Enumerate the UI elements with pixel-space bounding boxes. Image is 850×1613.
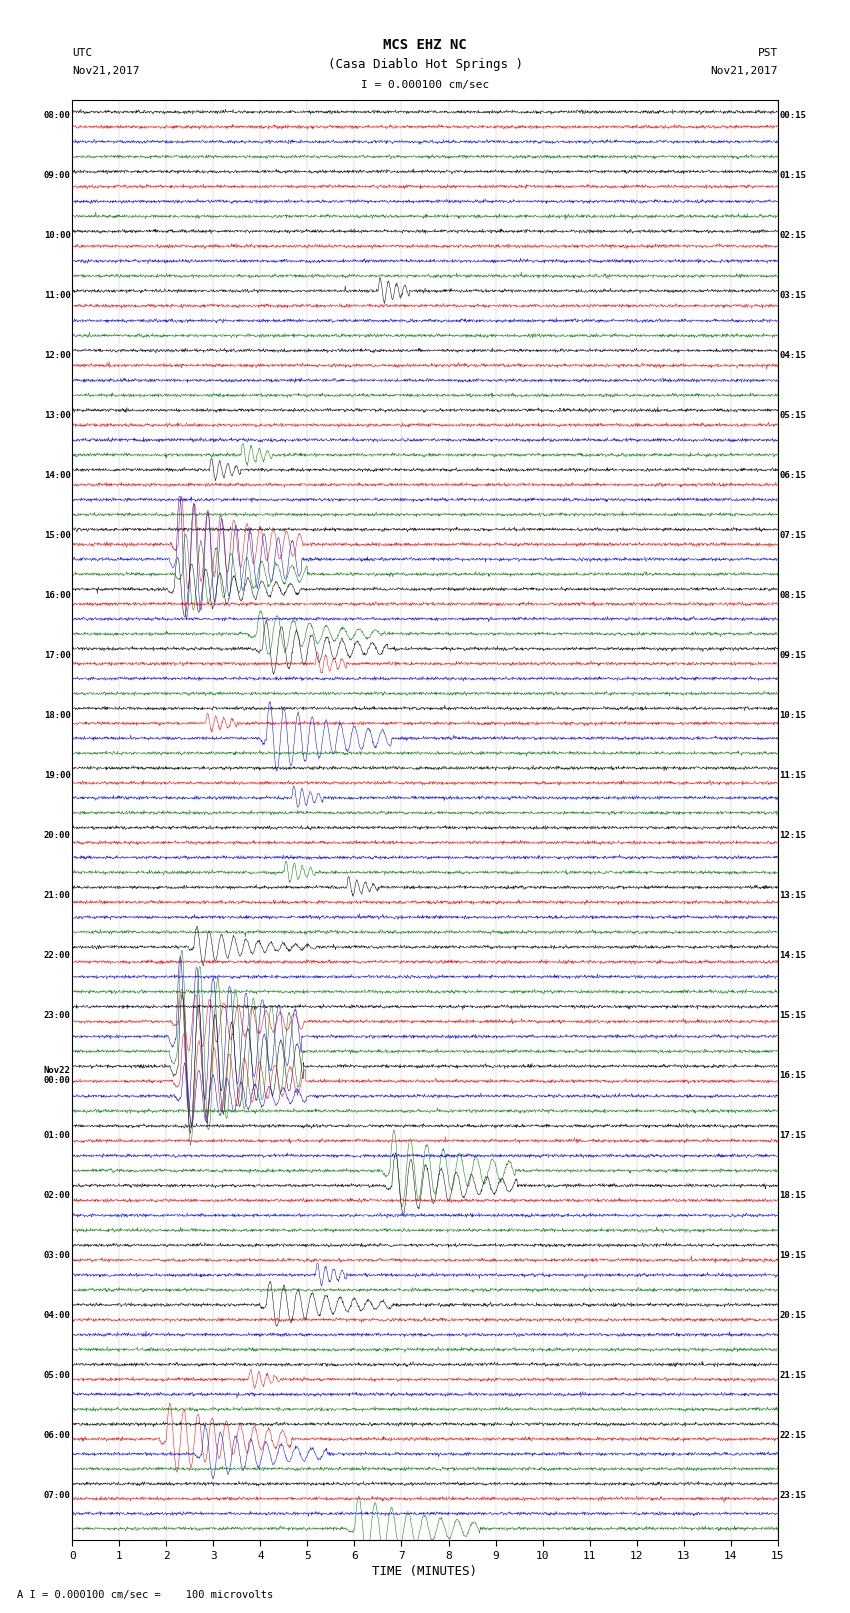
Text: 18:15: 18:15 xyxy=(779,1190,806,1200)
Text: 07:00: 07:00 xyxy=(44,1490,71,1500)
Text: 18:00: 18:00 xyxy=(44,711,71,719)
Text: 14:00: 14:00 xyxy=(44,471,71,479)
Text: 19:15: 19:15 xyxy=(779,1250,806,1260)
Text: PST: PST xyxy=(757,48,778,58)
Text: A I = 0.000100 cm/sec =    100 microvolts: A I = 0.000100 cm/sec = 100 microvolts xyxy=(17,1590,273,1600)
Text: 17:15: 17:15 xyxy=(779,1131,806,1140)
Text: Nov22
00:00: Nov22 00:00 xyxy=(44,1066,71,1086)
Text: 06:15: 06:15 xyxy=(779,471,806,479)
Text: 03:15: 03:15 xyxy=(779,290,806,300)
Text: 13:00: 13:00 xyxy=(44,411,71,419)
Text: 10:00: 10:00 xyxy=(44,231,71,240)
Text: 05:15: 05:15 xyxy=(779,411,806,419)
Text: 08:00: 08:00 xyxy=(44,111,71,119)
Text: 01:15: 01:15 xyxy=(779,171,806,179)
Text: 20:15: 20:15 xyxy=(779,1311,806,1319)
Text: Nov21,2017: Nov21,2017 xyxy=(711,66,778,76)
Text: 09:15: 09:15 xyxy=(779,650,806,660)
Text: 02:15: 02:15 xyxy=(779,231,806,240)
Text: 12:00: 12:00 xyxy=(44,350,71,360)
Text: 03:00: 03:00 xyxy=(44,1250,71,1260)
Text: 05:00: 05:00 xyxy=(44,1371,71,1379)
Text: 14:15: 14:15 xyxy=(779,950,806,960)
Text: 20:00: 20:00 xyxy=(44,831,71,840)
Text: 07:15: 07:15 xyxy=(779,531,806,540)
Text: 01:00: 01:00 xyxy=(44,1131,71,1140)
Text: 10:15: 10:15 xyxy=(779,711,806,719)
Text: UTC: UTC xyxy=(72,48,93,58)
Text: 21:00: 21:00 xyxy=(44,890,71,900)
Text: 13:15: 13:15 xyxy=(779,890,806,900)
Text: MCS EHZ NC: MCS EHZ NC xyxy=(383,37,467,52)
Text: 02:00: 02:00 xyxy=(44,1190,71,1200)
Text: 04:15: 04:15 xyxy=(779,350,806,360)
Text: 17:00: 17:00 xyxy=(44,650,71,660)
Text: (Casa Diablo Hot Springs ): (Casa Diablo Hot Springs ) xyxy=(327,58,523,71)
Text: 22:00: 22:00 xyxy=(44,950,71,960)
Text: 21:15: 21:15 xyxy=(779,1371,806,1379)
Text: 23:15: 23:15 xyxy=(779,1490,806,1500)
Text: 04:00: 04:00 xyxy=(44,1311,71,1319)
Text: 16:00: 16:00 xyxy=(44,590,71,600)
Text: 08:15: 08:15 xyxy=(779,590,806,600)
Text: 06:00: 06:00 xyxy=(44,1431,71,1440)
Text: 00:15: 00:15 xyxy=(779,111,806,119)
Text: 16:15: 16:15 xyxy=(779,1071,806,1079)
Text: 12:15: 12:15 xyxy=(779,831,806,840)
Text: 15:15: 15:15 xyxy=(779,1011,806,1019)
Text: 09:00: 09:00 xyxy=(44,171,71,179)
X-axis label: TIME (MINUTES): TIME (MINUTES) xyxy=(372,1565,478,1578)
Text: 11:15: 11:15 xyxy=(779,771,806,779)
Text: 19:00: 19:00 xyxy=(44,771,71,779)
Text: 22:15: 22:15 xyxy=(779,1431,806,1440)
Text: I = 0.000100 cm/sec: I = 0.000100 cm/sec xyxy=(361,81,489,90)
Text: 15:00: 15:00 xyxy=(44,531,71,540)
Text: Nov21,2017: Nov21,2017 xyxy=(72,66,139,76)
Text: 23:00: 23:00 xyxy=(44,1011,71,1019)
Text: 11:00: 11:00 xyxy=(44,290,71,300)
